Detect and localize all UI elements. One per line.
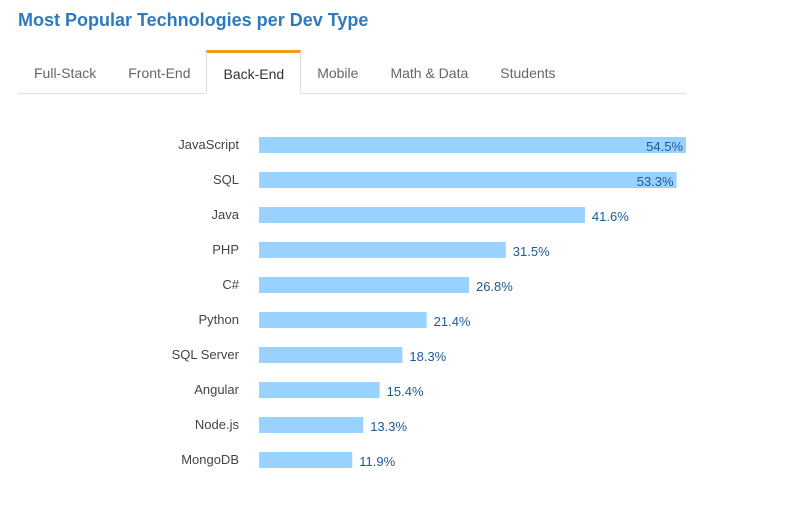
bar-javascript [259,137,686,153]
category-label: SQL [213,172,239,187]
value-label: 31.5% [513,244,550,259]
bar-sql [259,172,677,188]
bar-java [259,207,585,223]
value-label: 53.3% [637,174,674,189]
value-label: 54.5% [646,139,683,154]
tab-back-end[interactable]: Back-End [206,50,302,94]
bar-sql-server [259,347,403,363]
category-label: C# [222,277,239,292]
bar-python [259,312,427,328]
category-label: Node.js [195,417,240,432]
category-label: Python [199,312,239,327]
dev-type-tabs: Full-Stack Front-End Back-End Mobile Math & … [18,50,686,94]
category-label: Java [212,207,240,222]
value-label: 41.6% [592,209,629,224]
category-label: PHP [212,242,239,257]
tab-math-data[interactable]: Math & Data [390,65,469,81]
tab-students[interactable]: Students [500,65,556,81]
tab-front-end[interactable]: Front-End [128,65,191,81]
value-label: 26.8% [476,279,513,294]
bar-mongodb [259,452,353,468]
value-label: 11.9% [359,454,395,469]
bar-php [259,242,506,258]
value-label: 21.4% [434,314,471,329]
value-label: 18.3% [409,349,446,364]
category-label: JavaScript [178,137,239,152]
bar-angular [259,382,380,398]
category-label: SQL Server [172,347,240,362]
tab-mobile[interactable]: Mobile [317,65,359,81]
category-label: MongoDB [181,452,239,467]
value-label: 13.3% [370,419,407,434]
value-label: 15.4% [387,384,424,399]
bar-node-js [259,417,364,433]
chart-title: Most Popular Technologies per Dev Type [18,10,369,30]
category-label: Angular [194,382,239,397]
tab-full-stack[interactable]: Full-Stack [34,65,97,81]
bar-c# [259,277,469,293]
